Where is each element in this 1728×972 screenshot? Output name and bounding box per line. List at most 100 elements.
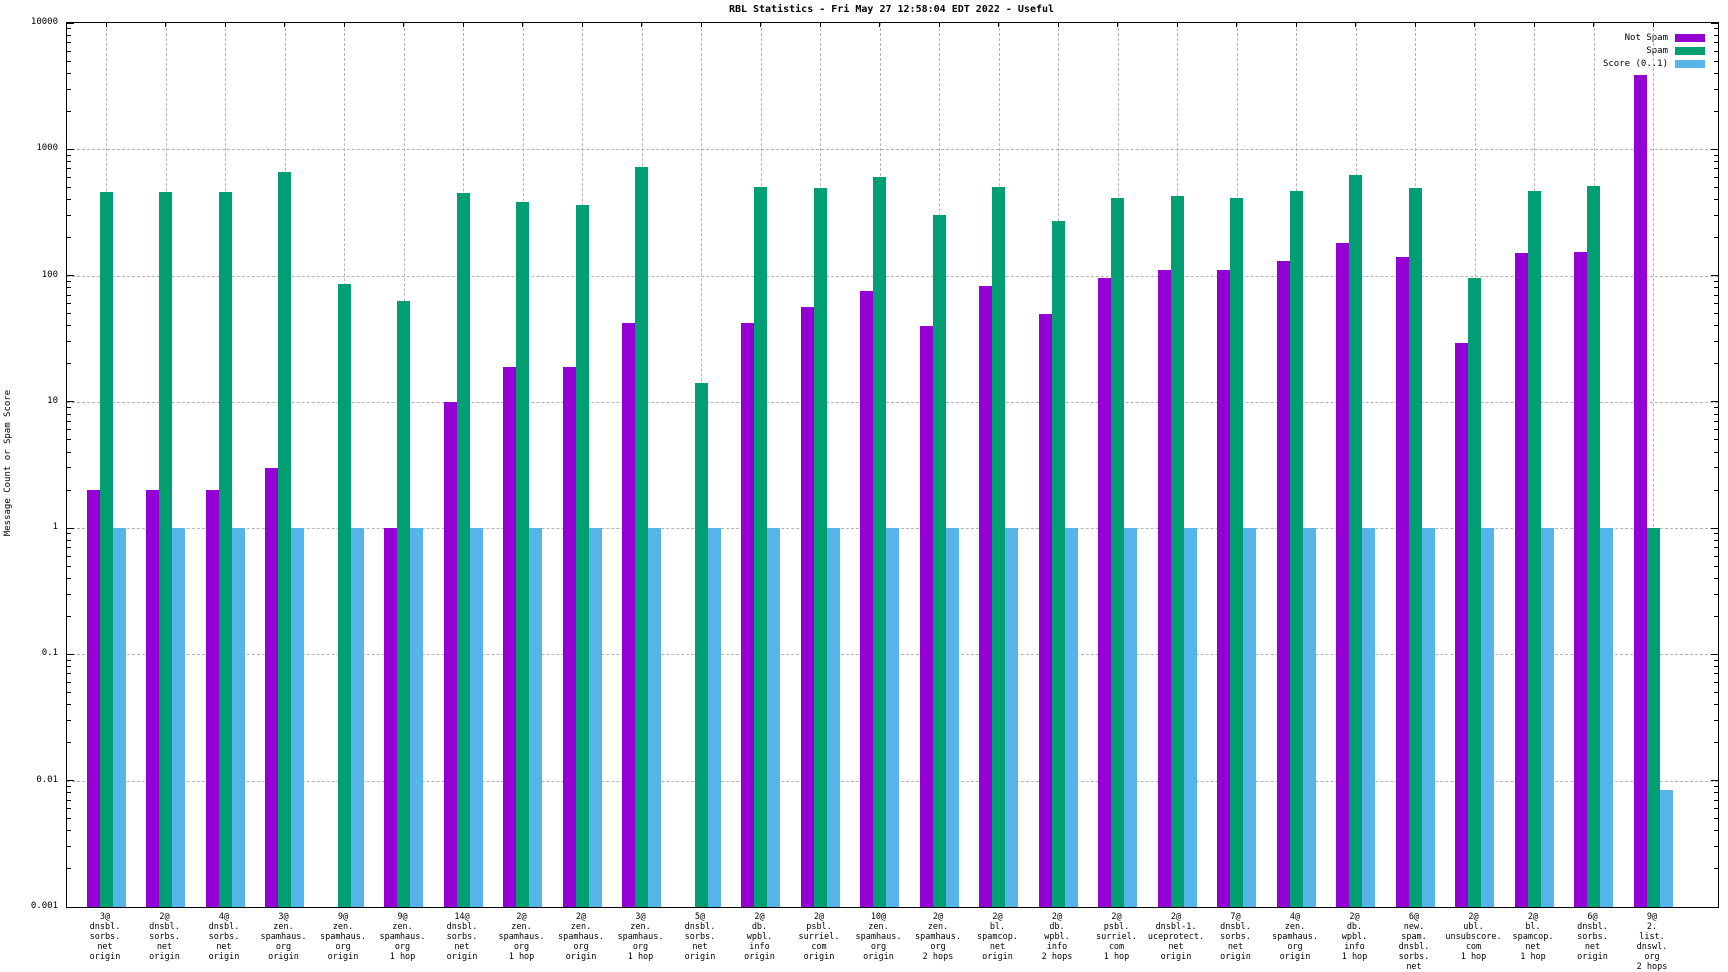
- plot-area: Not Spam Spam Score (0..1): [66, 22, 1719, 908]
- x-tick-label: 5@ dnsbl. sorbs. net origin: [684, 912, 716, 962]
- y-minor-tick-left: [67, 681, 71, 683]
- y-minor-tick-right: [1714, 325, 1718, 327]
- y-minor-tick-right: [1714, 704, 1718, 706]
- bar-not-spam: [1514, 253, 1528, 907]
- x-tick-top: [1295, 23, 1297, 27]
- x-tick-top: [1414, 23, 1416, 27]
- bar-score: [886, 528, 899, 907]
- bar-not-spam: [979, 286, 992, 907]
- y-minor-tick-left: [67, 413, 71, 415]
- y-minor-tick-left: [67, 407, 71, 409]
- y-minor-tick-right: [1714, 489, 1718, 491]
- y-major-tick-right: [1711, 780, 1718, 782]
- y-minor-tick-left: [67, 168, 71, 170]
- y-minor-tick-left: [67, 555, 71, 557]
- x-tick-label: 2@ psbl. surriel. com 1 hop: [1096, 912, 1137, 962]
- y-gridline: [67, 149, 1718, 151]
- bar-score: [648, 528, 661, 907]
- bar-score: [588, 528, 602, 907]
- y-minor-tick-left: [67, 294, 71, 296]
- y-minor-tick-left: [67, 313, 71, 315]
- y-minor-tick-right: [1714, 363, 1718, 365]
- x-tick-top: [1176, 23, 1178, 27]
- bar-spam: [754, 187, 767, 907]
- y-minor-tick-right: [1714, 413, 1718, 415]
- y-minor-tick-right: [1714, 533, 1718, 535]
- legend-swatch: [1675, 46, 1705, 55]
- x-tick-label: 6@ new. spam. dnsbl. sorbs. net origin: [1398, 912, 1430, 972]
- y-minor-tick-right: [1714, 451, 1718, 453]
- bar-spam: [694, 383, 708, 907]
- y-minor-tick-left: [67, 565, 71, 567]
- y-minor-tick-left: [67, 199, 71, 201]
- y-minor-tick-right: [1714, 467, 1718, 469]
- y-tick-label: 0.001: [30, 901, 58, 911]
- x-tick-top: [1236, 23, 1237, 27]
- y-major-tick-right: [1711, 527, 1718, 529]
- y-axis-label: Message Count or Spam Score: [3, 389, 13, 537]
- y-major-tick-left: [67, 653, 74, 655]
- x-tick-top: [998, 23, 999, 27]
- y-minor-tick-left: [67, 439, 71, 441]
- y-major-tick-left: [67, 401, 74, 403]
- x-tick-label: 3@ zen. spamhaus. org 1 hop: [617, 912, 664, 962]
- y-minor-tick-right: [1714, 565, 1718, 567]
- y-minor-tick-left: [67, 818, 71, 820]
- y-minor-tick-right: [1714, 28, 1718, 30]
- bar-spam: [278, 172, 291, 907]
- x-tick-label: 7@ dnsbl. sorbs. net origin: [1220, 912, 1251, 962]
- y-minor-tick-left: [67, 363, 71, 365]
- y-minor-tick-left: [67, 547, 71, 549]
- y-minor-tick-left: [67, 533, 71, 535]
- x-tick-top: [165, 23, 166, 27]
- bar-not-spam: [800, 307, 814, 907]
- y-minor-tick-right: [1714, 673, 1718, 675]
- y-major-tick-right: [1711, 22, 1718, 24]
- y-minor-tick-right: [1714, 818, 1718, 820]
- bar-spam: [397, 300, 410, 907]
- y-minor-tick-right: [1714, 539, 1718, 541]
- y-major-tick-right: [1711, 906, 1718, 908]
- y-minor-tick-right: [1714, 691, 1718, 693]
- x-tick-label: 4@ dnsbl. sorbs. net origin: [208, 912, 240, 962]
- bar-spam: [1111, 198, 1124, 907]
- bar-spam: [575, 205, 589, 907]
- y-minor-tick-right: [1714, 280, 1718, 282]
- bar-score: [291, 528, 304, 907]
- y-minor-tick-left: [67, 451, 71, 453]
- bar-not-spam: [1217, 270, 1230, 907]
- bar-not-spam: [1276, 261, 1290, 907]
- y-minor-tick-right: [1714, 666, 1718, 668]
- legend-swatch: [1675, 59, 1705, 68]
- x-tick-label: 2@ bl. spamcop. net origin: [977, 912, 1018, 962]
- y-tick-label: 0.1: [41, 648, 58, 659]
- y-minor-tick-left: [67, 808, 71, 810]
- y-minor-tick-left: [67, 704, 71, 706]
- x-tick-top: [224, 23, 226, 27]
- y-minor-tick-right: [1714, 176, 1718, 178]
- x-tick-label: 6@ dnsbl. sorbs. net origin: [1577, 912, 1608, 962]
- chart-title: RBL Statistics - Fri May 27 12:58:04 EDT…: [728, 4, 1055, 15]
- y-minor-tick-right: [1714, 88, 1718, 90]
- y-minor-tick-right: [1714, 168, 1718, 170]
- y-minor-tick-right: [1714, 742, 1718, 744]
- y-minor-tick-left: [67, 429, 71, 431]
- bar-spam: [1289, 190, 1303, 907]
- x-tick-label: 2@ psbl. surriel. com origin: [798, 912, 840, 962]
- bar-not-spam: [741, 323, 754, 907]
- y-minor-tick-right: [1714, 186, 1718, 188]
- y-minor-tick-left: [67, 420, 71, 422]
- bar-spam: [932, 215, 946, 907]
- y-minor-tick-left: [67, 154, 71, 156]
- y-minor-tick-left: [67, 593, 71, 595]
- bar-score: [1481, 528, 1494, 907]
- y-minor-tick-right: [1714, 868, 1718, 870]
- legend-label: Score (0..1): [1602, 58, 1668, 69]
- bar-spam: [1468, 278, 1481, 907]
- bar-score: [350, 528, 364, 907]
- y-minor-tick-left: [67, 742, 71, 744]
- bar-not-spam: [1574, 251, 1587, 907]
- y-minor-tick-right: [1714, 199, 1718, 201]
- y-minor-tick-right: [1714, 303, 1718, 305]
- bar-score: [826, 528, 840, 907]
